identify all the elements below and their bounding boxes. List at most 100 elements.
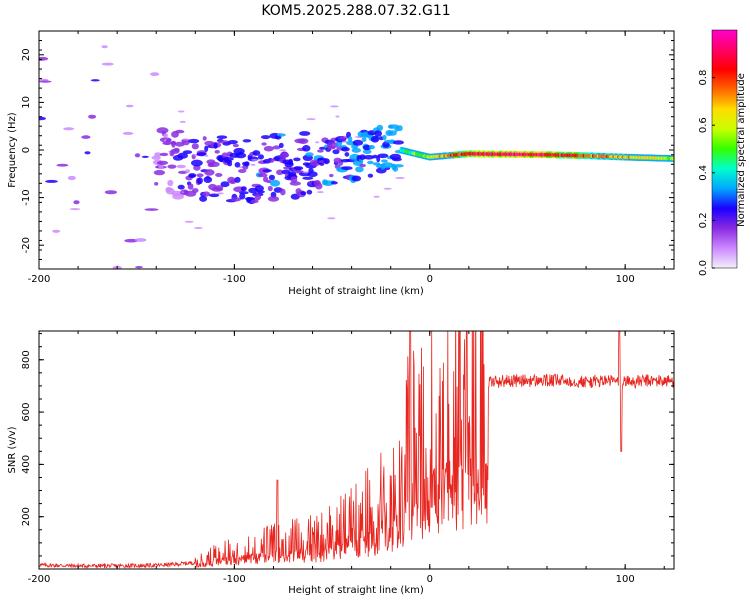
spectrogram-cell xyxy=(196,152,207,157)
spectrogram-cell xyxy=(329,105,339,108)
spectrogram-cell xyxy=(185,169,190,174)
snr-ylabel: SNR (v/v) xyxy=(7,426,18,473)
spectrogram-ylabel: Frequency (Hz) xyxy=(7,112,18,188)
spectrogram-cell xyxy=(293,157,301,162)
spectrogram-cell xyxy=(383,187,392,190)
x-tick-label: 100 xyxy=(616,274,635,285)
spectrogram-cell xyxy=(327,217,336,220)
spectrogram-cell xyxy=(39,116,46,121)
spectrogram-cell xyxy=(239,193,246,200)
spectrogram-cell xyxy=(368,145,375,150)
spectrogram-cell xyxy=(214,185,224,191)
spectrogram-cell xyxy=(73,200,80,205)
colorbar-label: Normalized spectral amplitude xyxy=(736,73,747,227)
spectrogram-cell xyxy=(104,190,117,195)
spectrogram-cell xyxy=(258,154,264,160)
spectrogram-cell xyxy=(134,238,147,242)
colorbar-gradient xyxy=(711,29,738,269)
spectrogram-cell xyxy=(347,136,353,143)
y-tick-label: 200 xyxy=(21,507,32,526)
colorbar-tick-label: 0.0 xyxy=(698,260,709,276)
spectrogram-cell xyxy=(90,79,100,82)
spectrogram-cell xyxy=(283,152,289,157)
x-tick-label: 100 xyxy=(616,574,635,585)
spectrogram-cell xyxy=(374,130,383,137)
spectrogram-cell xyxy=(307,171,318,178)
spectrogram-cell xyxy=(315,141,320,144)
x-tick-label: 0 xyxy=(427,274,433,285)
spectrogram-cell xyxy=(175,141,185,147)
spectrogram-cell xyxy=(188,138,200,144)
spectrogram-cell xyxy=(188,173,197,178)
spectrogram-cell xyxy=(177,152,188,159)
spectrogram-cell xyxy=(257,173,268,178)
spectrogram-cell xyxy=(45,179,58,183)
spectrogram-cell xyxy=(150,72,160,76)
spectrogram-cell xyxy=(298,138,309,145)
spectrogram-cell xyxy=(351,175,362,182)
spectrogram-cell xyxy=(144,208,159,211)
spectrogram-cell xyxy=(202,191,211,197)
spectrogram-cell xyxy=(222,157,234,161)
spectrogram-cell xyxy=(134,153,141,158)
spectrogram-cell xyxy=(250,163,256,166)
spectrogram-cell xyxy=(240,186,247,192)
spectrogram-cell xyxy=(216,135,228,139)
spectrogram-cell xyxy=(191,159,203,167)
spectrogram-cell xyxy=(56,163,69,167)
spectrogram-cell xyxy=(244,161,250,167)
spectrogram-cell xyxy=(153,169,166,176)
spectrogram-cell xyxy=(257,190,265,194)
spectrogram-cell xyxy=(293,166,304,171)
spectrogram-cell xyxy=(227,161,233,167)
spectrogram-cell xyxy=(204,169,215,176)
spectrogram-cell xyxy=(165,138,172,143)
y-tick-label: -20 xyxy=(21,237,32,253)
spectrogram-cell xyxy=(172,193,185,200)
spectrogram-cell xyxy=(377,153,389,159)
colorbar-tick-label: 0.2 xyxy=(698,212,709,228)
spectrogram-cell xyxy=(101,45,108,49)
spectrogram-cell xyxy=(67,175,76,181)
spectrogram-cell xyxy=(252,150,261,156)
spectrogram-cell xyxy=(39,80,52,83)
spectrogram-cell xyxy=(179,120,186,123)
spectrogram-cell xyxy=(88,114,97,119)
spectrogram-cell xyxy=(234,176,241,183)
spectrogram-cell xyxy=(355,166,364,173)
spectrogram-cell xyxy=(122,131,134,135)
spectrogram-cell xyxy=(163,133,169,138)
spectrogram-cell xyxy=(81,135,91,139)
spectrogram-cell xyxy=(125,104,134,108)
x-tick-label: -200 xyxy=(28,574,51,585)
spectrogram-cell xyxy=(173,147,180,152)
spectrogram-cell xyxy=(232,143,239,148)
spectrogram-cell xyxy=(177,110,185,113)
spectrogram-cell xyxy=(215,173,223,177)
spectrogram-cell xyxy=(182,150,193,155)
x-tick-label: 0 xyxy=(427,574,433,585)
spectrogram-cell xyxy=(319,162,325,166)
spectrogram-cell xyxy=(359,154,366,161)
spectrogram-cell xyxy=(300,191,307,196)
spectrogram-cell xyxy=(363,144,372,151)
spectrogram-cell xyxy=(39,56,49,61)
spectrogram-cell xyxy=(341,166,353,171)
spectrogram-cell xyxy=(167,164,177,169)
spectrogram-cell xyxy=(341,147,350,152)
spectrogram-cell xyxy=(230,197,242,202)
spectrogram-cell xyxy=(227,140,238,145)
spectrogram-cell xyxy=(154,152,162,158)
spectrogram-cell xyxy=(167,179,174,187)
y-tick-label: 400 xyxy=(21,455,32,474)
spectrogram-xlabel: Height of straight line (km) xyxy=(288,286,424,297)
spectrogram-cell xyxy=(156,160,169,165)
spectrogram-cell xyxy=(191,143,199,150)
spectrogram-cell xyxy=(84,151,91,155)
spectrogram-cell xyxy=(192,188,199,193)
spectrogram-cell xyxy=(299,131,311,136)
spectrogram-cell xyxy=(238,169,247,173)
spectrogram-cell xyxy=(302,176,314,180)
